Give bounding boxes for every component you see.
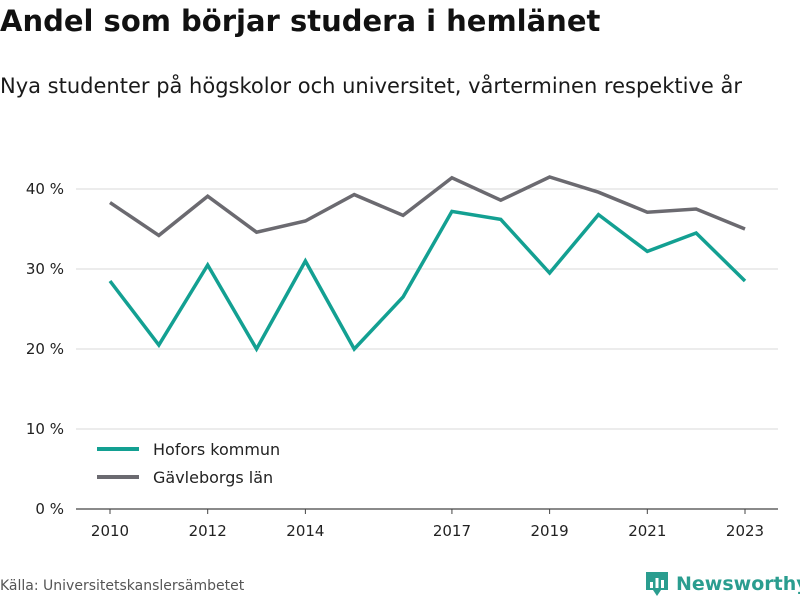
newsworthy-logo-icon bbox=[646, 572, 668, 596]
x-tick-label: 2017 bbox=[433, 522, 471, 540]
x-tick-label: 2021 bbox=[628, 522, 666, 540]
y-tick-label: 0 % bbox=[35, 500, 64, 518]
y-tick-label: 20 % bbox=[26, 340, 64, 358]
y-tick-label: 30 % bbox=[26, 260, 64, 278]
series-line-g-vleborgs-l-n bbox=[109, 175, 746, 238]
source-note: Källa: Universitetskanslersämbetet bbox=[0, 578, 245, 594]
y-tick-label: 40 % bbox=[26, 180, 64, 198]
x-tick-label: 2012 bbox=[189, 522, 227, 540]
legend: Hofors kommun Gävleborgs län bbox=[97, 440, 280, 487]
y-axis-ticks: 0 % 10 % 20 % 30 % 40 % bbox=[26, 180, 64, 518]
brand-name: Newsworthy bbox=[676, 573, 800, 595]
y-tick-label: 10 % bbox=[26, 420, 64, 438]
x-tick-label: 2019 bbox=[531, 522, 569, 540]
legend-label: Hofors kommun bbox=[153, 440, 280, 459]
x-axis-ticks: 2010 2012 2014 2017 2019 2021 2023 bbox=[91, 509, 764, 540]
series-line-hofors-kommun bbox=[108, 209, 747, 353]
chart-title: Andel som börjar studera i hemlänet bbox=[0, 4, 601, 38]
x-tick-label: 2010 bbox=[91, 522, 129, 540]
gridlines bbox=[76, 188, 778, 510]
x-tick-label: 2014 bbox=[286, 522, 324, 540]
legend-label: Gävleborgs län bbox=[153, 468, 273, 487]
chart-subtitle: Nya studenter på högskolor och universit… bbox=[0, 74, 742, 98]
brand-logo: Newsworthy bbox=[644, 570, 800, 598]
x-tick-label: 2023 bbox=[726, 522, 764, 540]
series-lines bbox=[108, 175, 747, 353]
